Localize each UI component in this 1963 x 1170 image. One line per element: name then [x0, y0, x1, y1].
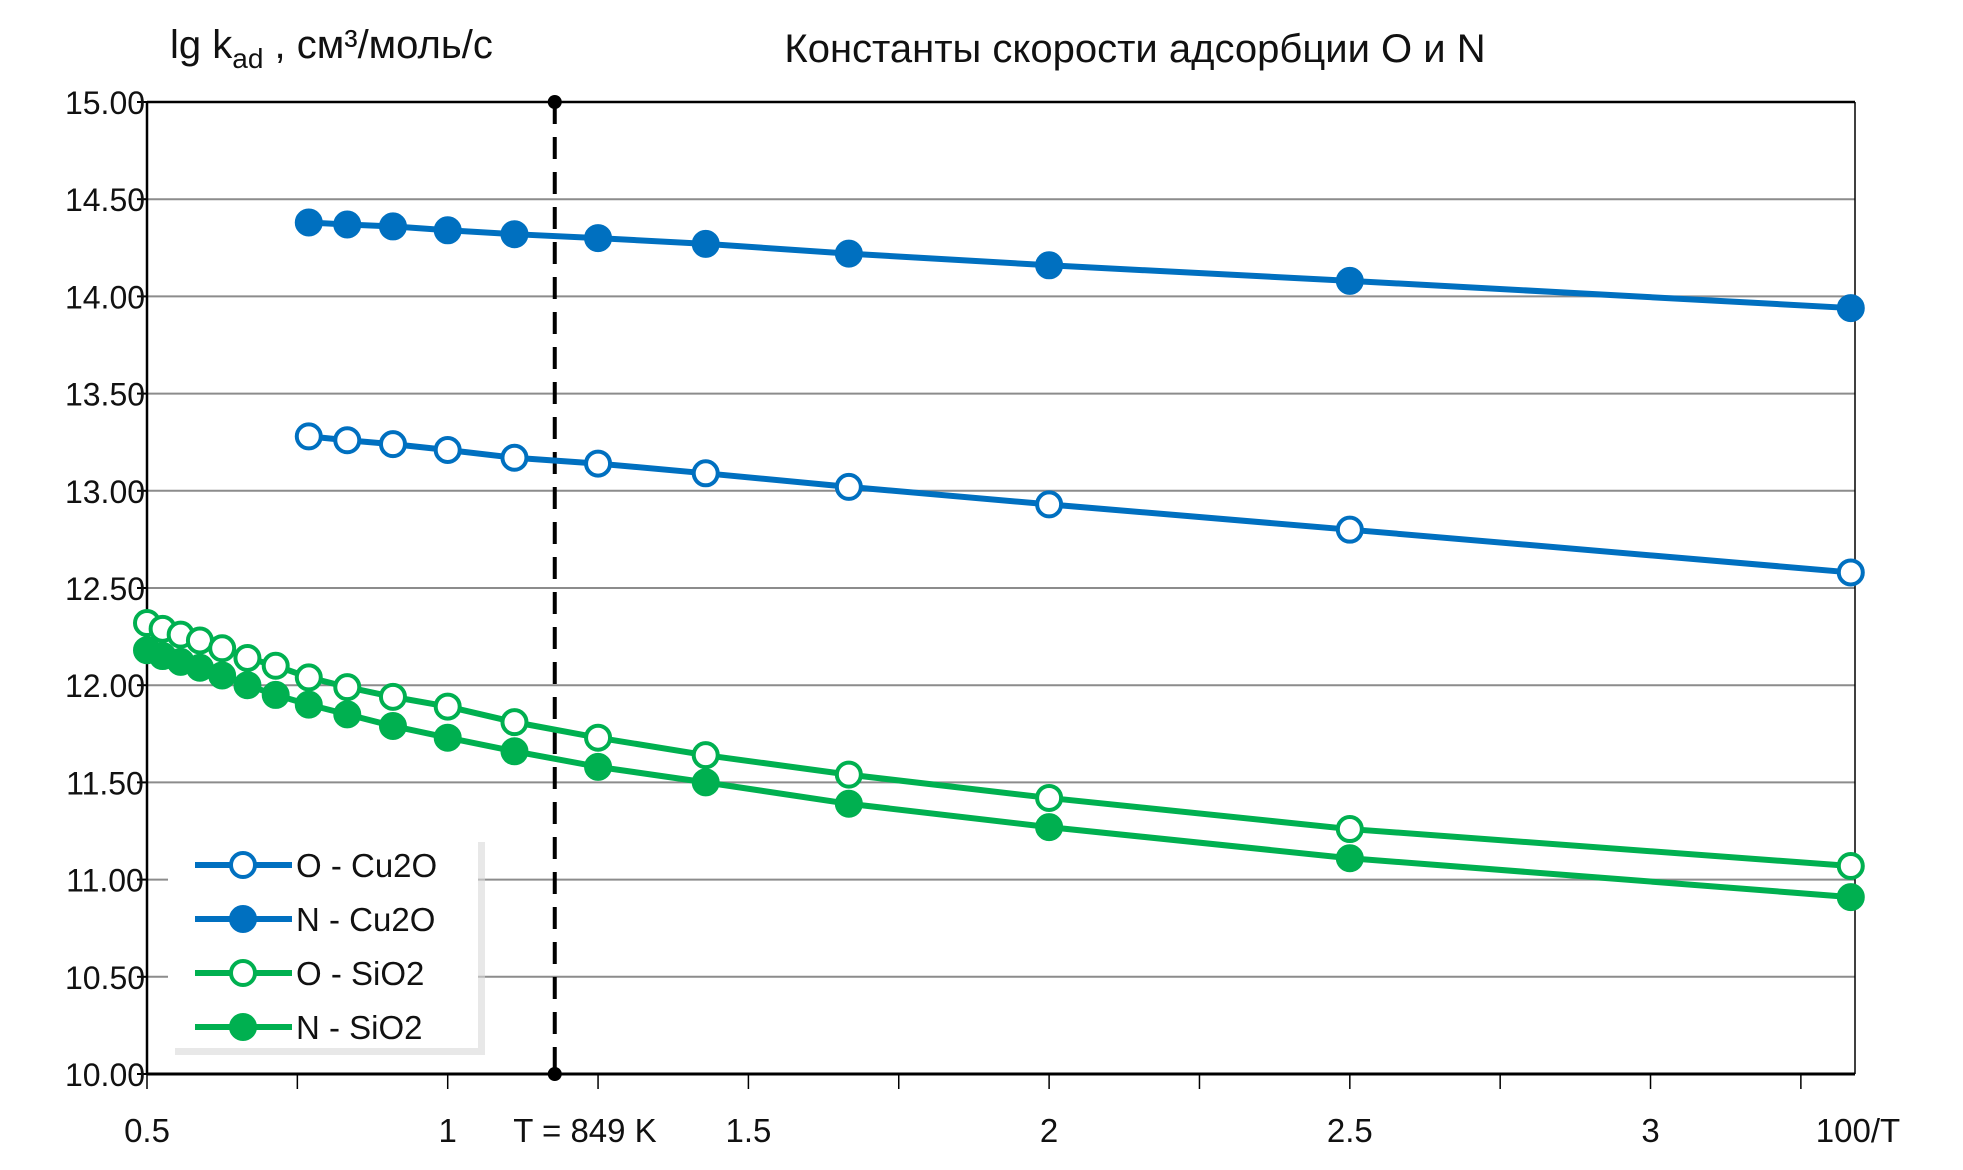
- data-point: [1035, 783, 1064, 812]
- y-tick-label: 15.00: [65, 85, 145, 121]
- legend-marker: [229, 959, 257, 987]
- series-group: [133, 208, 1865, 912]
- y-tick-label: 11.50: [66, 765, 144, 801]
- legend-marker: [229, 851, 257, 879]
- data-point: [433, 435, 462, 464]
- data-point: [294, 208, 323, 237]
- data-point: [500, 220, 529, 249]
- data-point: [834, 760, 863, 789]
- data-point: [378, 682, 407, 711]
- series-o-cu2o: [294, 422, 1865, 587]
- data-point: [584, 723, 613, 752]
- series-o-sio2: [133, 608, 1865, 880]
- data-point: [333, 700, 362, 729]
- data-point: [691, 741, 720, 770]
- series-n-cu2o: [294, 208, 1865, 323]
- series-n-sio2: [133, 636, 1865, 912]
- data-point: [333, 673, 362, 702]
- x-tick-label: 3: [1641, 1112, 1659, 1149]
- legend-box: [168, 835, 478, 1048]
- legend-label: N - Cu2O: [296, 901, 435, 938]
- data-point: [233, 671, 262, 700]
- y-tick-label: 12.50: [65, 571, 145, 607]
- y-axis-label: lg kad , см³/моль/с: [170, 23, 493, 74]
- x-tick-label: 2: [1040, 1112, 1058, 1149]
- legend-label: O - SiO2: [296, 955, 424, 992]
- y-tick-label: 13.50: [65, 377, 145, 413]
- data-point: [834, 789, 863, 818]
- data-point: [1836, 558, 1865, 587]
- y-axis-label-sub: ad: [232, 43, 263, 74]
- axes: 10.00 10.50 11.00 11.50 12.00 12.50 13.00 13.50…: [65, 85, 1856, 1149]
- data-point: [333, 426, 362, 455]
- x-tick-label: 0.5: [124, 1112, 170, 1149]
- legend-label: N - SiO2: [296, 1009, 423, 1046]
- data-point: [1335, 515, 1364, 544]
- x-tick-label: 2.5: [1327, 1112, 1373, 1149]
- data-point: [378, 430, 407, 459]
- data-point: [1836, 851, 1865, 880]
- data-point: [834, 239, 863, 268]
- data-point: [208, 661, 237, 690]
- y-tick-label: 11.00: [66, 863, 144, 899]
- data-point: [1335, 815, 1364, 844]
- annotation-dot-bottom: [547, 1067, 562, 1081]
- data-point: [378, 212, 407, 241]
- data-point: [433, 692, 462, 721]
- data-point: [1035, 490, 1064, 519]
- y-tick-label: 10.50: [65, 960, 145, 996]
- data-point: [1335, 266, 1364, 295]
- data-point: [294, 663, 323, 692]
- data-point: [1836, 294, 1865, 323]
- data-point: [433, 216, 462, 245]
- x-tick-label: 1.5: [725, 1112, 771, 1149]
- data-point: [500, 708, 529, 737]
- annotation-dot-top: [547, 95, 562, 109]
- data-point: [1335, 844, 1364, 873]
- data-point: [208, 634, 237, 663]
- y-axis-label-main: lg k: [170, 23, 233, 67]
- data-point: [1035, 251, 1064, 280]
- y-axis-label-units: , см³/моль/с: [263, 23, 492, 67]
- data-point: [433, 723, 462, 752]
- data-point: [233, 643, 262, 672]
- series-line: [308, 433, 1852, 576]
- temperature-marker: [547, 95, 562, 1081]
- data-point: [1836, 883, 1865, 912]
- data-point: [261, 651, 290, 680]
- data-point: [1035, 813, 1064, 842]
- y-tick-label: 10.00: [65, 1057, 145, 1093]
- data-point: [584, 449, 613, 478]
- legend: O - Cu2O N - Cu2O O - SiO2 N - SiO2: [168, 835, 485, 1055]
- data-point: [294, 690, 323, 719]
- y-tick-label: 14.50: [65, 182, 145, 218]
- chart-title: Константы скорости адсорбции O и N: [784, 27, 1485, 71]
- data-point: [261, 680, 290, 709]
- legend-marker: [229, 1013, 257, 1041]
- y-tick-label: 12.00: [65, 668, 145, 704]
- annotation-label: T = 849 K: [513, 1112, 656, 1149]
- y-tick-label: 14.00: [65, 279, 145, 315]
- data-point: [333, 210, 362, 239]
- data-point: [378, 712, 407, 741]
- data-point: [584, 224, 613, 253]
- data-point: [584, 752, 613, 781]
- data-point: [691, 459, 720, 488]
- legend-marker: [229, 905, 257, 933]
- y-tick-label: 13.00: [65, 474, 145, 510]
- legend-label: O - Cu2O: [296, 847, 437, 884]
- series-line: [308, 219, 1851, 312]
- data-point: [500, 443, 529, 472]
- x-axis-label: 100/T: [1816, 1112, 1900, 1149]
- x-tick-label: 1: [439, 1112, 457, 1149]
- series-line: [145, 620, 1852, 869]
- data-point: [834, 472, 863, 501]
- data-point: [691, 768, 720, 797]
- data-point: [691, 229, 720, 258]
- data-point: [294, 422, 323, 451]
- data-point: [500, 737, 529, 766]
